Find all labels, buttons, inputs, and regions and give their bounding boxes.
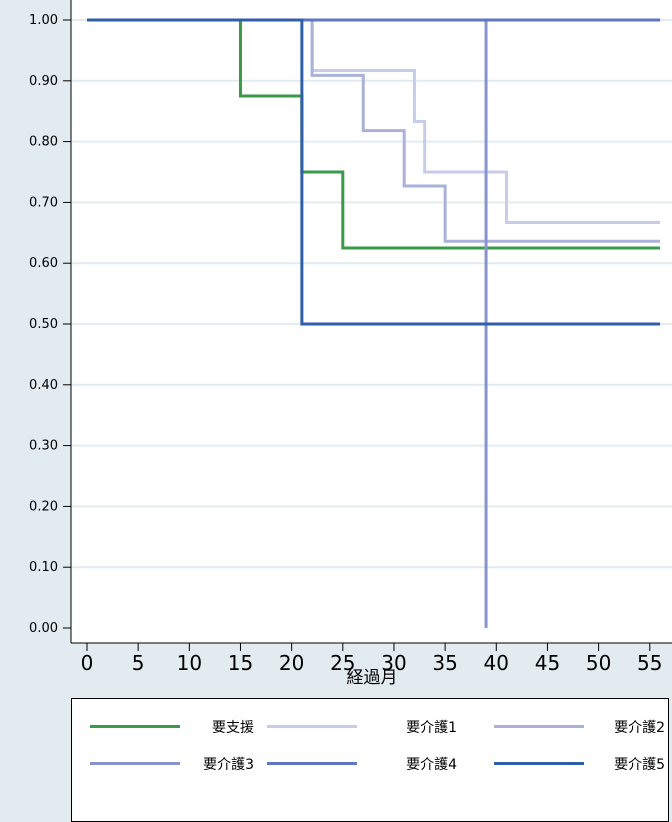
legend: 要支援 要介護1 要介護2 要介護3 要介護4 要介護5 (71, 698, 669, 822)
y-tick-label: 0.10 (29, 560, 58, 575)
legend-label: 要介護3 (203, 757, 254, 773)
x-tick-label: 40 (484, 651, 509, 675)
legend-label: 要介護5 (614, 757, 665, 773)
legend-label: 要支援 (212, 720, 254, 736)
x-axis-title: 経過月 (347, 668, 398, 688)
legend-item (90, 716, 180, 736)
x-tick-label: 20 (279, 651, 304, 675)
legend-label: 要介護4 (406, 757, 457, 773)
legend-item (267, 716, 357, 736)
legend-label: 要介護2 (614, 720, 665, 736)
x-tick-label: 5 (132, 651, 145, 675)
legend-label: 要介護1 (406, 720, 457, 736)
km-chart: 0.00 0.10 0.20 0.30 0.40 0.50 0.60 0.70 0.80 0.90… (29, 0, 672, 688)
legend-swatch (494, 724, 584, 728)
legend-swatch (90, 761, 180, 765)
y-tick-label: 0.20 (29, 499, 58, 514)
legend-swatch (90, 724, 180, 728)
plot-area (71, 0, 672, 643)
legend-swatch (267, 761, 357, 765)
legend-swatch (494, 761, 584, 765)
x-tick-label: 15 (228, 651, 253, 675)
x-tick-label: 10 (177, 651, 202, 675)
legend-swatch (267, 724, 357, 728)
legend-item (267, 753, 357, 773)
y-tick-label: 0.80 (29, 135, 58, 150)
y-tick-label: 0.00 (29, 621, 58, 636)
legend-item (494, 716, 584, 736)
x-tick-label: 50 (586, 651, 611, 675)
y-axis-ticks: 0.00 0.10 0.20 0.30 0.40 0.50 0.60 0.70 0.80 0.90… (29, 13, 71, 636)
y-tick-label: 0.40 (29, 378, 58, 393)
series-lines (87, 18, 660, 628)
x-tick-label: 30 (381, 651, 406, 675)
x-tick-label: 55 (637, 651, 662, 675)
legend-item (90, 753, 180, 773)
y-tick-label: 0.50 (29, 317, 58, 332)
y-tick-label: 0.90 (29, 74, 58, 89)
legend-item (494, 753, 584, 773)
x-tick-label: 25 (330, 651, 355, 675)
series-line-6 (87, 18, 660, 326)
y-tick-label: 0.60 (29, 256, 58, 271)
x-axis-ticks: 0 5 10 15 20 25 30 35 40 45 50 55 (81, 643, 662, 675)
series-line-3 (87, 18, 660, 243)
x-tick-label: 35 (432, 651, 457, 675)
y-tick-label: 0.70 (29, 195, 58, 210)
y-tick-label: 0.30 (29, 439, 58, 454)
y-tick-label: 1.00 (29, 13, 58, 28)
x-tick-label: 0 (81, 651, 94, 675)
x-tick-label: 45 (535, 651, 560, 675)
